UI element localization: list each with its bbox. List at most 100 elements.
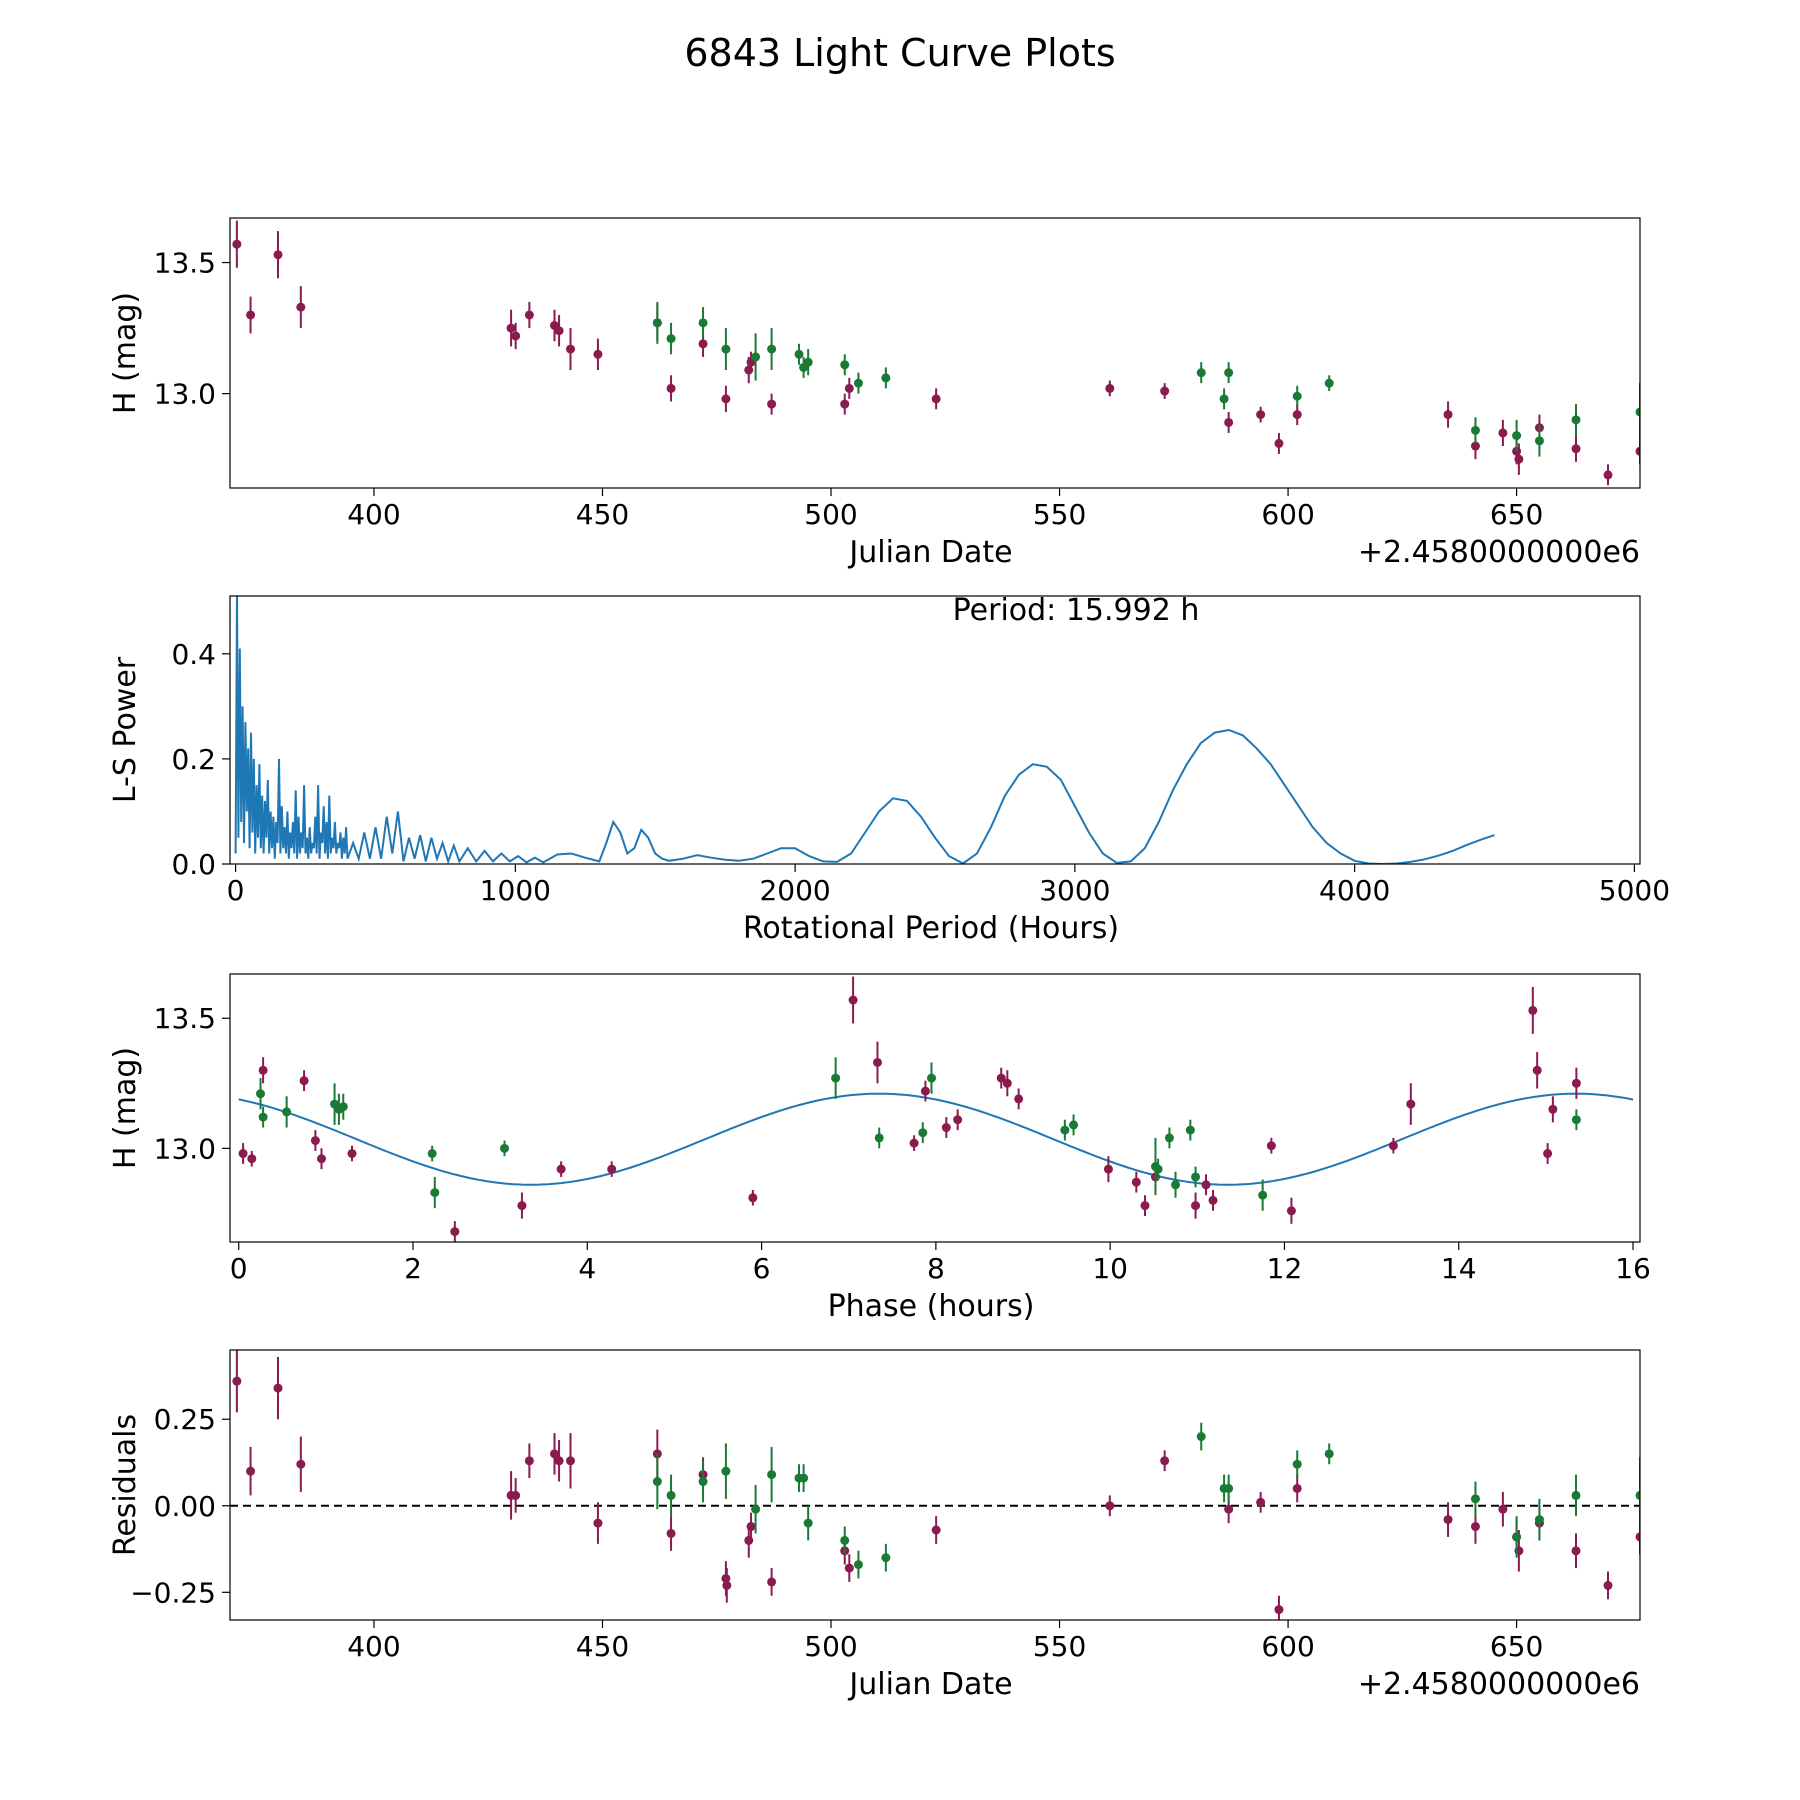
y-tick-label: 13.0 [154,1132,216,1165]
data-point-green [927,1073,937,1083]
data-point-magenta [1498,428,1508,438]
data-point-magenta [1292,410,1302,420]
x-tick-label: 0 [230,1252,248,1285]
data-point-magenta [1532,1065,1542,1075]
periodogram-frame [229,595,1641,865]
data-point-magenta [247,1154,257,1164]
data-point-green [282,1107,292,1117]
data-point-green [1635,407,1640,417]
data-point-magenta [554,1456,564,1466]
data-point-magenta [844,383,854,393]
x-tick-label: 14 [1441,1252,1477,1285]
data-point-magenta [566,344,576,354]
data-point-magenta [1224,1504,1234,1514]
x-tick-label: 4 [578,1252,596,1285]
y-tick-label: 0.0 [171,848,216,881]
data-point-green [1196,1432,1206,1442]
data-point-green [840,360,850,370]
data-point-magenta [273,250,283,260]
data-point-magenta [232,1376,242,1386]
data-point-magenta [1388,1141,1398,1151]
data-point-magenta [666,383,676,393]
x-tick-label: 2 [404,1252,422,1285]
data-point-green [666,334,676,344]
data-point-magenta [1470,1522,1480,1532]
data-point-magenta [517,1201,527,1211]
data-point-magenta [746,1522,756,1532]
data-point-magenta [920,1086,930,1096]
data-point-green [652,1477,662,1487]
x-tick-label: 550 [1033,498,1086,531]
data-point-magenta [1528,1005,1538,1015]
x-tick-label: 1000 [480,874,551,907]
data-point-magenta [1470,441,1480,451]
data-point-green [256,1089,266,1099]
phased-x-axis-label: Phase (hours) [828,1289,1035,1324]
data-point-green [1571,1490,1581,1500]
x-tick-label: 500 [804,1630,857,1663]
data-point-magenta [721,394,731,404]
periodogram-plot-area [234,596,1495,864]
residuals-y-axis-label: Residuals [108,1414,143,1556]
data-point-magenta [550,1449,560,1459]
data-point-magenta [506,323,516,333]
data-point-magenta [1571,1078,1581,1088]
data-point-magenta [1443,1515,1453,1525]
data-point-magenta [1266,1141,1276,1151]
x-tick-label: 650 [1490,498,1543,531]
data-point-magenta [953,1115,963,1125]
data-point-magenta [1224,417,1234,427]
data-point-magenta [848,995,858,1005]
data-point-magenta [941,1123,951,1133]
data-point-green [831,1073,841,1083]
data-point-green [1164,1133,1174,1143]
data-point-green [799,1473,809,1483]
x-tick-label: 2000 [759,874,830,907]
data-point-magenta [1548,1104,1558,1114]
data-point-green [1324,1449,1334,1459]
data-point-green [652,318,662,328]
data-point-magenta [931,394,941,404]
data-point-magenta [511,331,521,341]
data-point-magenta [593,1518,603,1528]
data-point-magenta [593,349,603,359]
data-point-magenta [310,1136,320,1146]
data-point-green [500,1143,510,1153]
data-point-green [1470,425,1480,435]
data-point-green [767,1470,777,1480]
data-point-green [1069,1120,1079,1130]
x-tick-label: 400 [347,498,400,531]
data-point-magenta [767,399,777,409]
lightcurve-panel: 400 450 500 550 600 650 13.0 13.5 Julian Date H (… [108,217,1641,570]
data-point-magenta [767,1577,777,1587]
phased-frame [229,973,1641,1243]
data-point-green [338,1102,348,1112]
data-point-magenta [698,339,708,349]
data-point-green [666,1490,676,1500]
data-point-magenta [511,1490,521,1500]
y-tick-label: 13.0 [154,378,216,411]
data-point-magenta [1292,1483,1302,1493]
x-tick-label: 0 [227,874,245,907]
x-tick-label: 650 [1490,1630,1543,1663]
data-point-green [1292,1459,1302,1469]
lightcurve-offset-label: +2.4580000000e6 [1358,535,1640,570]
data-point-green [1171,1180,1181,1190]
data-point-magenta [347,1149,357,1159]
data-point-magenta [258,1065,268,1075]
data-point-magenta [1103,1164,1113,1174]
data-point-magenta [299,1076,309,1086]
data-point-magenta [566,1456,576,1466]
data-point-green [881,373,891,383]
x-tick-label: 500 [804,498,857,531]
data-point-green [853,378,863,388]
x-tick-label: 3000 [1039,874,1110,907]
data-point-magenta [1160,386,1170,396]
data-point-green [1060,1125,1070,1135]
data-point-green [1534,436,1544,446]
phased-panel: 0 2 4 6 8 10 12 14 16 13.0 13.5 Phase (hours) H (mag… [108,973,1651,1324]
periodogram-line [234,596,1495,864]
residuals-x-axis-label: Julian Date [847,1667,1012,1702]
data-point-magenta [1635,1532,1640,1542]
periodogram-x-axis-label: Rotational Period (Hours) [743,911,1119,946]
